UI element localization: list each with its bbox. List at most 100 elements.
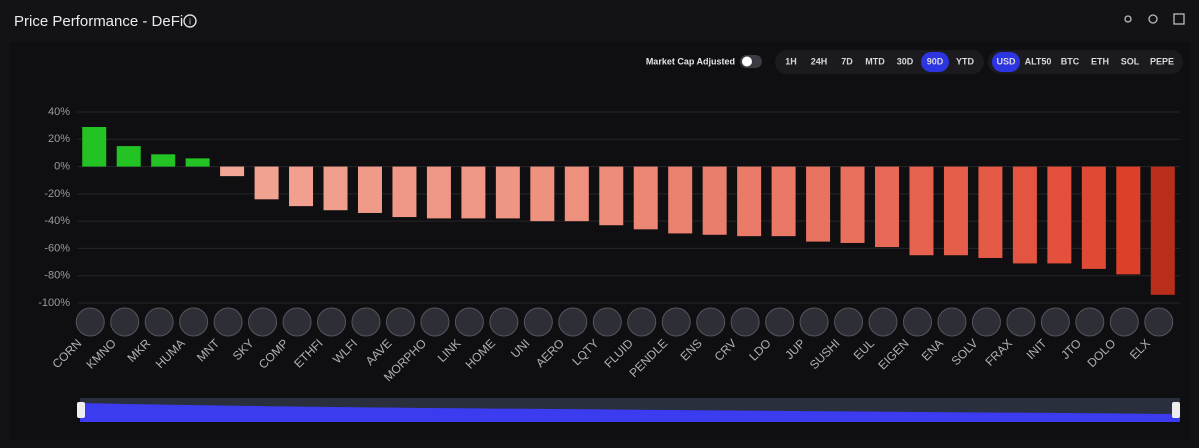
token-icon bbox=[765, 307, 795, 337]
bar bbox=[840, 166, 865, 243]
bar bbox=[978, 166, 1003, 258]
button-active[interactable] bbox=[921, 52, 949, 72]
token-icon bbox=[1075, 307, 1105, 337]
bar bbox=[599, 166, 624, 226]
token-icon bbox=[282, 307, 312, 337]
token-icon bbox=[248, 307, 278, 337]
bar bbox=[185, 158, 210, 167]
token-icon bbox=[110, 307, 140, 337]
bar bbox=[461, 166, 486, 219]
button-label[interactable]: 90D bbox=[927, 56, 944, 66]
bar bbox=[943, 166, 968, 256]
y-tick-label: -60% bbox=[44, 242, 70, 254]
y-tick-label: -80% bbox=[44, 270, 70, 282]
bar bbox=[1081, 166, 1106, 269]
button-label[interactable]: ETH bbox=[1091, 56, 1109, 66]
bar bbox=[737, 166, 762, 237]
token-icon bbox=[558, 307, 588, 337]
bar bbox=[875, 166, 900, 248]
bar bbox=[633, 166, 658, 230]
bar bbox=[1116, 166, 1141, 275]
token-icon bbox=[1040, 307, 1070, 337]
token-icon bbox=[179, 307, 209, 337]
bar bbox=[426, 166, 451, 219]
token-icon bbox=[661, 307, 691, 337]
button-label[interactable]: YTD bbox=[956, 56, 975, 66]
token-icon bbox=[454, 307, 484, 337]
token-icon bbox=[1144, 307, 1174, 337]
token-icon bbox=[834, 307, 864, 337]
token-icon bbox=[1006, 307, 1036, 337]
button-label[interactable]: 7D bbox=[841, 56, 853, 66]
y-tick-label: -20% bbox=[44, 188, 70, 200]
share-icon[interactable] bbox=[1124, 15, 1132, 23]
bar bbox=[1012, 166, 1037, 264]
token-icon bbox=[385, 307, 415, 337]
token-icon bbox=[523, 307, 553, 337]
y-tick-label: 20% bbox=[48, 133, 70, 145]
bar bbox=[806, 166, 831, 242]
button-label[interactable]: ALT50 bbox=[1025, 56, 1052, 66]
token-icon bbox=[317, 307, 347, 337]
token-icon bbox=[971, 307, 1001, 337]
bar bbox=[116, 146, 141, 167]
bar bbox=[564, 166, 589, 222]
token-icon bbox=[902, 307, 932, 337]
button-active[interactable] bbox=[992, 52, 1020, 72]
bar bbox=[495, 166, 520, 219]
token-icon bbox=[937, 307, 967, 337]
bar bbox=[357, 166, 382, 213]
y-tick-label: -40% bbox=[44, 215, 70, 227]
button-label[interactable]: 24H bbox=[811, 56, 828, 66]
search-icon[interactable] bbox=[1148, 14, 1158, 24]
token-icon bbox=[592, 307, 622, 337]
token-icon bbox=[1109, 307, 1139, 337]
navigator-handle[interactable] bbox=[1172, 402, 1180, 418]
chart-title: Price Performance - DeFi bbox=[14, 13, 183, 30]
bar bbox=[1150, 166, 1175, 295]
button-label[interactable]: BTC bbox=[1061, 56, 1080, 66]
bar bbox=[702, 166, 727, 235]
bar bbox=[909, 166, 934, 256]
token-icon bbox=[144, 307, 174, 337]
bar bbox=[220, 166, 245, 177]
toggle-label: Market Cap Adjusted bbox=[646, 56, 735, 66]
button-label[interactable]: SOL bbox=[1121, 56, 1140, 66]
bar bbox=[254, 166, 279, 200]
token-icon bbox=[489, 307, 519, 337]
bar bbox=[151, 154, 176, 167]
button-label[interactable]: 30D bbox=[897, 56, 914, 66]
bar bbox=[82, 127, 107, 167]
token-icon bbox=[351, 307, 381, 337]
button-label[interactable]: PEPE bbox=[1150, 56, 1174, 66]
bar bbox=[771, 166, 796, 237]
button-label[interactable]: MTD bbox=[865, 56, 885, 66]
token-icon bbox=[868, 307, 898, 337]
navigator-handle[interactable] bbox=[77, 402, 85, 418]
info-icon[interactable] bbox=[183, 14, 197, 28]
bar bbox=[392, 166, 417, 218]
token-icon bbox=[696, 307, 726, 337]
token-icon bbox=[75, 307, 105, 337]
bar bbox=[289, 166, 314, 207]
token-icon bbox=[213, 307, 243, 337]
y-tick-label: 40% bbox=[48, 106, 70, 118]
bar bbox=[530, 166, 555, 222]
bar bbox=[1047, 166, 1072, 264]
token-icon bbox=[627, 307, 657, 337]
button-label[interactable]: 1H bbox=[785, 56, 797, 66]
bar bbox=[323, 166, 348, 211]
bar bbox=[668, 166, 693, 234]
token-icon bbox=[730, 307, 760, 337]
currency-group bbox=[988, 50, 1183, 74]
token-icon bbox=[799, 307, 829, 337]
toggle-knob bbox=[742, 56, 752, 67]
token-icon bbox=[420, 307, 450, 337]
y-tick-label: 0% bbox=[54, 160, 70, 172]
info-glyph: i bbox=[189, 16, 191, 26]
y-tick-label: -100% bbox=[38, 297, 70, 309]
toolbar-icons bbox=[1124, 13, 1185, 25]
expand-icon[interactable] bbox=[1173, 13, 1185, 25]
button-label[interactable]: USD bbox=[996, 56, 1016, 66]
